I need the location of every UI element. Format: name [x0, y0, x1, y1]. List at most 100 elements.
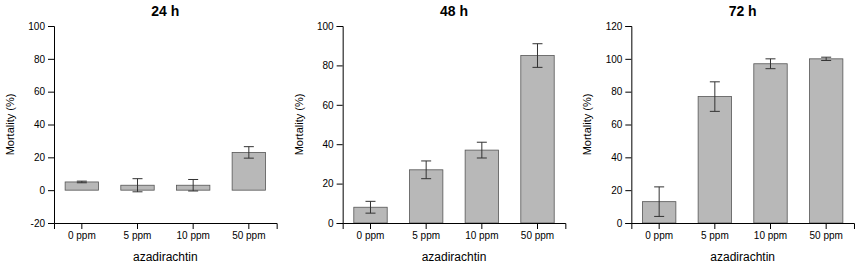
tick-label: 0 ppm — [645, 230, 673, 241]
tick-label: 100 — [606, 54, 623, 65]
tick-mark — [625, 26, 631, 27]
tick: 5 ppm — [701, 223, 729, 241]
tick-label: 40 — [34, 119, 46, 130]
axis-line — [55, 224, 278, 230]
error-bar — [710, 82, 720, 112]
tick: 0 — [39, 185, 54, 196]
tick-mark — [426, 223, 427, 229]
tick: 100 — [317, 21, 343, 32]
tick: 40 — [611, 152, 631, 163]
tick: 40 — [34, 119, 54, 130]
tick: 10 ppm — [754, 223, 787, 241]
tick-label: 60 — [611, 119, 623, 130]
tick: 0 — [328, 218, 343, 229]
tick: 100 — [606, 54, 632, 65]
tick-label: 0 ppm — [357, 230, 385, 241]
tick-mark — [625, 157, 631, 158]
tick: 0 ppm — [645, 223, 673, 241]
error-bar — [188, 179, 198, 190]
tick: 80 — [34, 54, 54, 65]
tick-mark — [625, 190, 631, 191]
axis-line — [48, 27, 55, 224]
tick-mark — [337, 65, 343, 66]
tick-label: 60 — [34, 86, 46, 97]
bar — [698, 97, 731, 223]
axis-line — [343, 224, 566, 230]
error-bar — [133, 179, 143, 192]
tick-mark — [48, 125, 54, 126]
error-bar — [477, 142, 487, 158]
tick-label: 5 ppm — [124, 230, 152, 241]
tick: 120 — [606, 21, 632, 32]
y-axis-title: Mortality (%) — [581, 94, 593, 156]
tick-mark — [625, 223, 631, 224]
tick-label: 0 — [328, 218, 334, 229]
tick-mark — [48, 190, 54, 191]
tick: 80 — [611, 86, 631, 97]
tick: 10 ppm — [176, 223, 209, 241]
tick-mark — [48, 157, 54, 158]
x-axis-title: azadirachtin — [422, 250, 487, 264]
y-axis-title: Mortality (%) — [293, 94, 305, 156]
tick: 50 ppm — [521, 223, 554, 241]
tick: 0 ppm — [357, 223, 385, 241]
tick-mark — [193, 223, 194, 229]
tick-label: 5 ppm — [412, 230, 440, 241]
tick-mark — [48, 26, 54, 27]
tick: 5 ppm — [124, 223, 152, 241]
error-bar — [77, 181, 87, 183]
marks — [65, 147, 265, 192]
bar — [65, 182, 98, 190]
tick: 10 ppm — [465, 223, 498, 241]
y-axis: -20 0 20 40 60 80 100 — [28, 21, 54, 229]
tick: 100 — [28, 21, 54, 32]
tick-label: 100 — [28, 21, 45, 32]
marks — [354, 44, 554, 223]
tick-mark — [770, 223, 771, 229]
tick-label: 0 — [617, 218, 623, 229]
panel: 0 20 40 60 80 100 120 0 ppm 5 ppm 10 ppm 50 ppm 72 … — [581, 3, 854, 264]
tick: 50 ppm — [809, 223, 842, 241]
tick-mark — [337, 26, 343, 27]
tick-mark — [248, 223, 249, 229]
tick: 50 ppm — [232, 223, 265, 241]
tick: 20 — [611, 185, 631, 196]
tick-mark — [481, 223, 482, 229]
title: 72 h — [729, 3, 757, 19]
title: 24 h — [151, 3, 179, 19]
tick-label: 10 ppm — [176, 230, 209, 241]
error-bar — [766, 59, 776, 69]
bar — [809, 59, 842, 223]
tick-label: 40 — [611, 152, 623, 163]
error-bar — [821, 57, 831, 60]
x-axis: 0 ppm 5 ppm 10 ppm 50 ppm — [55, 223, 278, 241]
tick-mark — [625, 125, 631, 126]
tick-mark — [48, 92, 54, 93]
tick: 20 — [34, 152, 54, 163]
tick-label: 50 ppm — [232, 230, 265, 241]
error-bar — [244, 147, 254, 158]
tick: 60 — [323, 100, 343, 111]
panel: 0204060801000 ppm5 ppm10 ppm50 ppm48 haz… — [293, 3, 566, 264]
tick-mark — [81, 223, 82, 229]
tick-label: -20 — [31, 218, 46, 229]
tick-label: 0 — [39, 185, 45, 196]
bar — [465, 150, 498, 223]
tick-mark — [370, 223, 371, 229]
axis-line — [337, 27, 344, 224]
x-axis: 0 ppm 5 ppm 10 ppm 50 ppm — [343, 223, 566, 241]
y-axis-title: Mortality (%) — [4, 94, 16, 156]
y-axis: 0 20 40 60 80 100 120 — [606, 21, 632, 229]
tick: -20 — [31, 218, 54, 229]
tick-mark — [48, 223, 54, 224]
tick: 5 ppm — [412, 223, 440, 241]
chart: -20 0 20 40 60 80 100 0 ppm 5 ppm 10 ppm 50 ppm 24 … — [0, 0, 866, 273]
bar — [521, 56, 554, 223]
x-axis-title: azadirachtin — [710, 250, 775, 264]
tick-label: 50 ppm — [521, 230, 554, 241]
tick-label: 0 ppm — [68, 230, 96, 241]
tick-label: 80 — [611, 86, 623, 97]
tick-mark — [337, 144, 343, 145]
tick-label: 20 — [611, 185, 623, 196]
tick-mark — [826, 223, 827, 229]
